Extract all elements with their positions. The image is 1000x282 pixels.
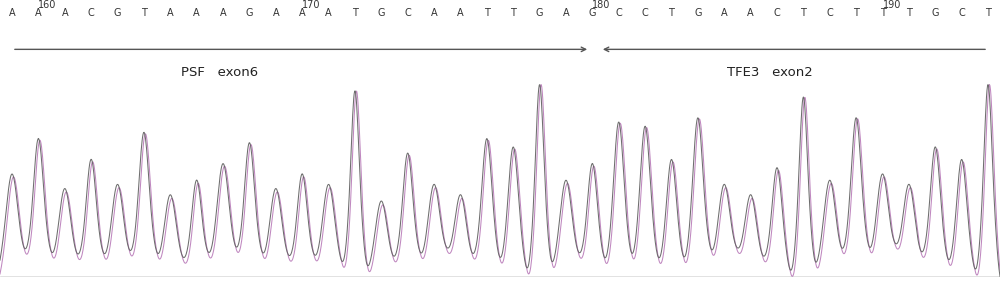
Text: C: C — [826, 8, 833, 18]
Text: C: C — [774, 8, 780, 18]
Text: A: A — [563, 8, 569, 18]
Text: G: G — [589, 8, 596, 18]
Text: A: A — [167, 8, 174, 18]
Text: C: C — [88, 8, 95, 18]
Text: T: T — [880, 8, 885, 18]
Text: G: G — [246, 8, 253, 18]
Text: T: T — [352, 8, 358, 18]
Text: TFE3   exon2: TFE3 exon2 — [727, 66, 813, 79]
Text: A: A — [220, 8, 226, 18]
Text: A: A — [272, 8, 279, 18]
Text: T: T — [985, 8, 991, 18]
Text: A: A — [431, 8, 437, 18]
Text: C: C — [642, 8, 648, 18]
Text: PSF   exon6: PSF exon6 — [181, 66, 259, 79]
Text: A: A — [193, 8, 200, 18]
Text: C: C — [404, 8, 411, 18]
Text: A: A — [721, 8, 728, 18]
Text: A: A — [299, 8, 305, 18]
Text: T: T — [853, 8, 859, 18]
Text: T: T — [906, 8, 912, 18]
Text: C: C — [958, 8, 965, 18]
Text: A: A — [325, 8, 332, 18]
Text: A: A — [61, 8, 68, 18]
Text: T: T — [484, 8, 490, 18]
Text: A: A — [35, 8, 42, 18]
Text: G: G — [694, 8, 702, 18]
Text: G: G — [931, 8, 939, 18]
Text: G: G — [536, 8, 543, 18]
Text: 160: 160 — [38, 0, 57, 10]
Text: 180: 180 — [592, 0, 611, 10]
Text: T: T — [510, 8, 516, 18]
Text: C: C — [615, 8, 622, 18]
Text: G: G — [378, 8, 385, 18]
Text: T: T — [669, 8, 674, 18]
Text: T: T — [800, 8, 806, 18]
Text: 170: 170 — [302, 0, 321, 10]
Text: A: A — [9, 8, 15, 18]
Text: G: G — [114, 8, 121, 18]
Text: T: T — [141, 8, 147, 18]
Text: 190: 190 — [882, 0, 901, 10]
Text: A: A — [747, 8, 754, 18]
Text: A: A — [457, 8, 464, 18]
